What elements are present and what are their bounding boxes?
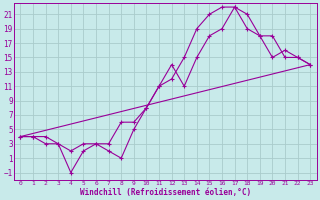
- X-axis label: Windchill (Refroidissement éolien,°C): Windchill (Refroidissement éolien,°C): [80, 188, 251, 197]
